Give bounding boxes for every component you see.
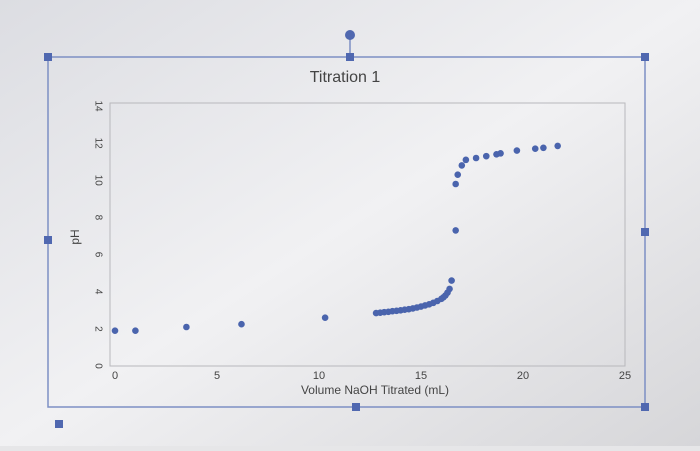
rotate-handle[interactable] — [345, 30, 355, 40]
handle[interactable] — [346, 53, 354, 61]
data-point — [446, 285, 453, 293]
y-tick-label: 12 — [92, 138, 103, 150]
x-tick-label: 15 — [415, 370, 427, 382]
y-tick-label: 0 — [92, 363, 103, 369]
handle[interactable] — [352, 403, 360, 411]
handle[interactable] — [44, 236, 52, 244]
y-tick-label: 8 — [92, 215, 103, 221]
plot-area — [109, 102, 626, 367]
handle[interactable] — [44, 53, 52, 61]
x-tick-label: 0 — [112, 370, 118, 382]
data-point — [452, 180, 459, 188]
data-point — [513, 147, 521, 154]
y-tick-label: 6 — [92, 252, 103, 258]
data-point — [448, 277, 455, 284]
data-point — [472, 154, 480, 162]
x-tick-label: 10 — [313, 370, 325, 382]
x-tick-label: 25 — [619, 370, 631, 382]
data-point — [554, 142, 561, 150]
data-point — [452, 227, 459, 234]
chart-title: Titration 1 — [310, 69, 381, 86]
y-tick-label: 2 — [92, 326, 103, 332]
resize-handles — [44, 53, 649, 428]
data-point — [454, 171, 462, 179]
x-tick-label: 20 — [517, 370, 529, 382]
handle[interactable] — [641, 403, 649, 411]
data-point — [540, 144, 547, 152]
data-point — [458, 162, 466, 169]
data-point — [183, 323, 190, 331]
data-point — [111, 327, 119, 335]
y-tick-label: 4 — [92, 289, 103, 295]
x-axis-label: Volume NaOH Titrated (mL) — [301, 383, 449, 397]
data-point — [531, 145, 539, 153]
data-point — [238, 320, 245, 328]
handle[interactable] — [55, 420, 63, 428]
y-tick-label: 10 — [92, 175, 103, 187]
data-point — [482, 152, 490, 160]
data-point — [321, 314, 329, 322]
handle[interactable] — [641, 228, 649, 236]
handle[interactable] — [641, 53, 649, 61]
x-tick-label: 5 — [214, 370, 220, 382]
y-tick-label: 14 — [92, 100, 103, 112]
data-point — [132, 327, 139, 335]
y-axis-label: pH — [68, 229, 82, 244]
data-point — [497, 150, 504, 157]
data-point — [462, 156, 470, 164]
